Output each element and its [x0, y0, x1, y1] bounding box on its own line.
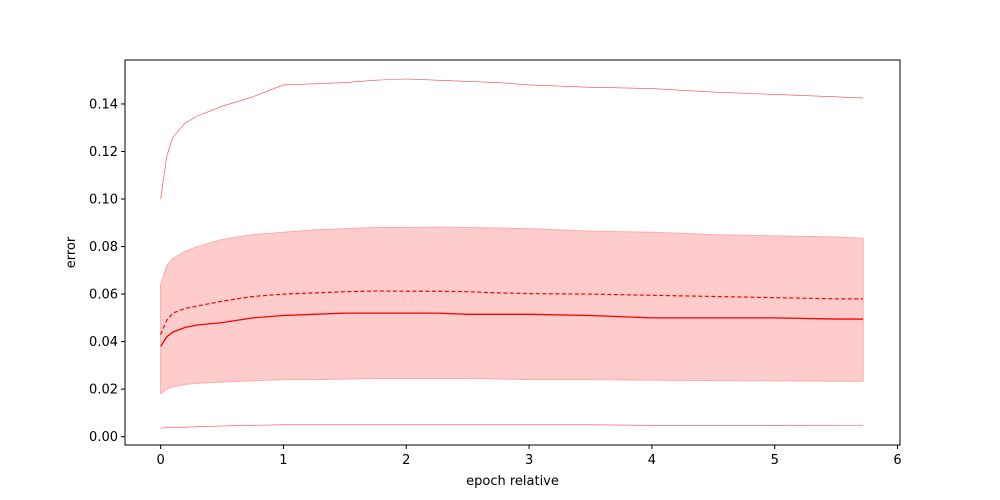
- y-tick-label: 0.12: [89, 145, 118, 160]
- y-tick-label: 0.08: [89, 240, 118, 255]
- plot-area: [160, 78, 864, 429]
- y-tick-label: 0.06: [89, 288, 118, 303]
- x-tick-label: 3: [525, 453, 533, 468]
- x-tick-label: 1: [279, 453, 287, 468]
- series-median-line: [160, 312, 864, 347]
- axes-frame: [124, 59, 901, 446]
- x-axis-label: epoch relative: [466, 474, 559, 489]
- series-max-line: [160, 78, 864, 200]
- y-tick-label: 0.10: [89, 193, 118, 208]
- y-tick-label: 0.02: [89, 383, 118, 398]
- x-axis: 0 1 2 3 4 5 6: [156, 445, 902, 468]
- series-mean-line: [160, 290, 864, 335]
- x-tick-label: 0: [156, 453, 164, 468]
- y-axis: 0.00 0.02 0.04 0.06 0.08 0.10 0.12 0.14: [89, 97, 125, 445]
- y-axis-label: error: [64, 236, 79, 268]
- y-tick-label: 0.14: [89, 97, 118, 112]
- series-min-line: [160, 424, 864, 429]
- x-tick-label: 4: [648, 453, 656, 468]
- x-tick-label: 2: [402, 453, 410, 468]
- range-band: [160, 226, 864, 395]
- x-tick-label: 6: [893, 453, 901, 468]
- y-tick-label: 0.04: [89, 335, 118, 350]
- x-tick-label: 5: [771, 453, 779, 468]
- y-tick-label: 0.00: [89, 430, 118, 445]
